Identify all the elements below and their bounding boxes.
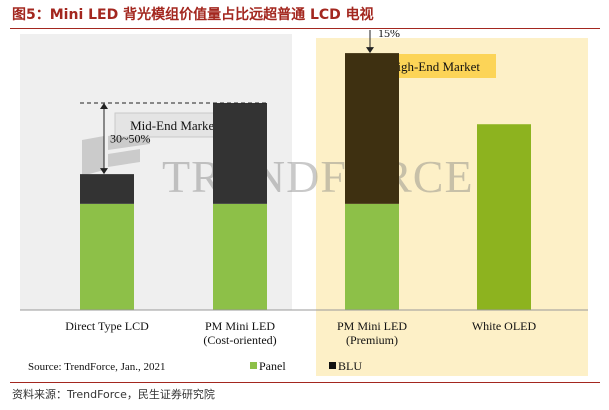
category-label-0-0: Direct Type LCD bbox=[65, 319, 149, 333]
watermark-mark-mid bbox=[108, 149, 140, 167]
watermark-mark-left bbox=[82, 136, 104, 176]
bar-panel-2 bbox=[345, 203, 399, 310]
legend-label-panel: Panel bbox=[259, 359, 286, 373]
figure-title: 图5：Mini LED 背光模组价值量占比远超普通 LCD 电视 bbox=[12, 7, 374, 23]
legend-swatch-blu bbox=[329, 362, 336, 369]
annotation-2-arrowhead-down bbox=[366, 47, 374, 54]
annotation-1-label: 30~50% bbox=[110, 132, 151, 146]
title-rule bbox=[10, 28, 600, 29]
figure-footer: 资料来源：TrendForce，民生证券研究院 bbox=[12, 388, 215, 401]
source-note: Source: TrendForce, Jan., 2021 bbox=[28, 361, 166, 373]
bar-panel-1 bbox=[213, 203, 267, 310]
mid-end-label: Mid-End Market bbox=[130, 118, 218, 133]
category-label-2-1: (Premium) bbox=[346, 333, 398, 347]
high-end-label: High-End Market bbox=[388, 59, 480, 74]
category-label-1-1: (Cost-oriented) bbox=[203, 333, 276, 347]
bar-blu-0 bbox=[80, 174, 134, 204]
bar-blu-2 bbox=[345, 53, 399, 204]
category-label-1-0: PM Mini LED bbox=[205, 319, 275, 333]
legend-swatch-panel bbox=[250, 362, 257, 369]
annotation-1-arrowhead-up bbox=[100, 103, 108, 109]
bar-white-oled bbox=[477, 124, 531, 310]
chart: TRENDFORCE Mid-End Market High-End Market 3… bbox=[20, 30, 588, 376]
category-label-2-0: PM Mini LED bbox=[337, 319, 407, 333]
bar-panel-0 bbox=[80, 203, 134, 310]
watermark-text: TRENDFORCE bbox=[162, 151, 474, 202]
legend-label-blu: BLU bbox=[338, 359, 362, 373]
annotation-2-label: 15% bbox=[378, 30, 400, 40]
category-label-3-0: White OLED bbox=[472, 319, 537, 333]
annotation-1-arrowhead-down bbox=[100, 168, 108, 175]
bar-blu-1 bbox=[213, 103, 267, 204]
footer-rule bbox=[10, 382, 600, 383]
